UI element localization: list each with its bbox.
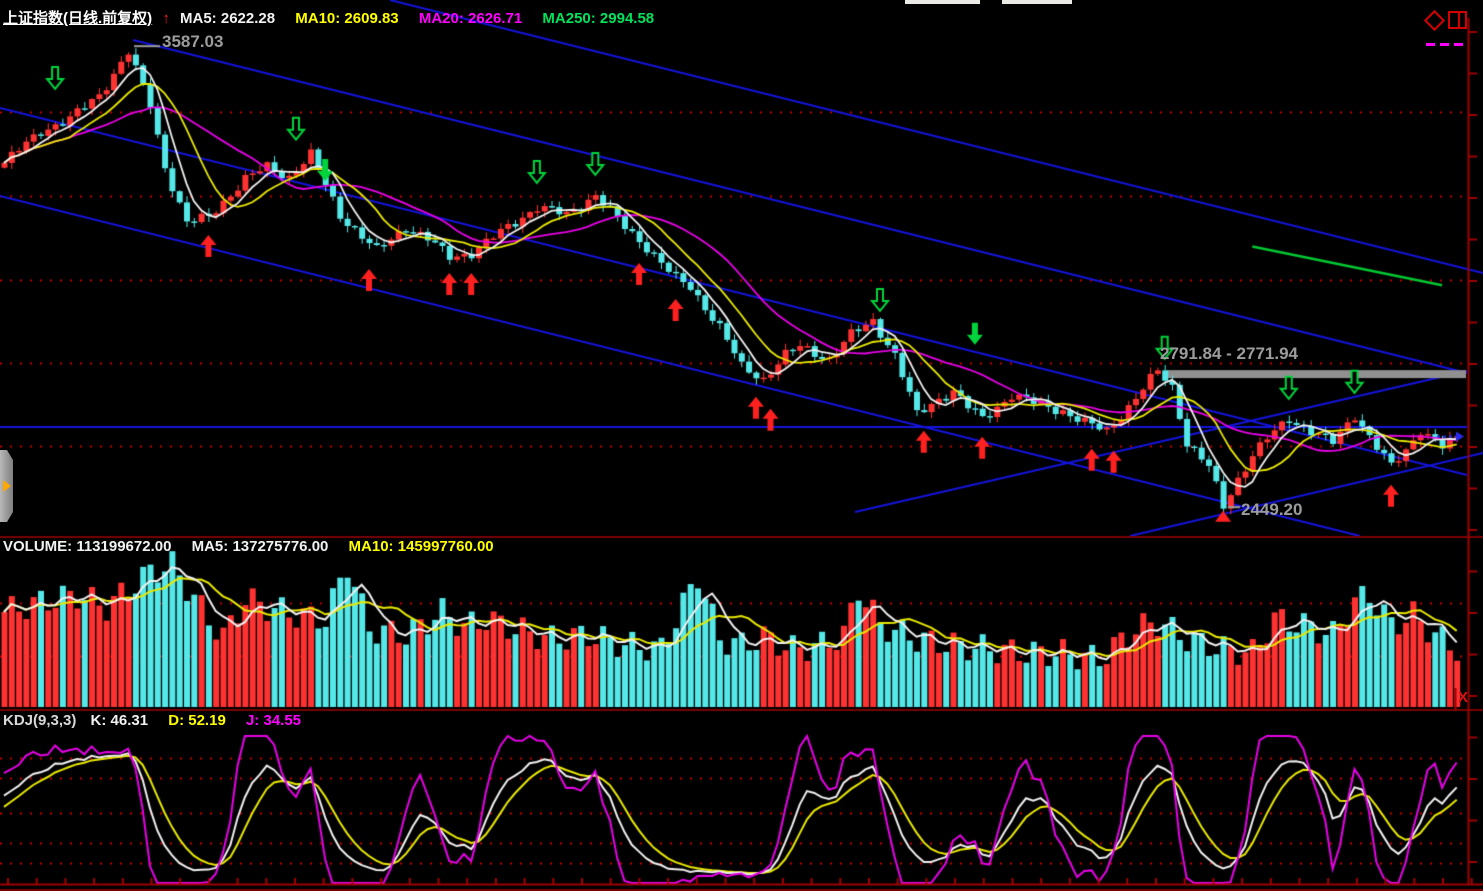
top-strip-tab — [905, 0, 980, 4]
peak-price-label: 3587.03 — [162, 32, 224, 51]
ma250-value: MA250: 2994.58 — [542, 10, 655, 27]
top-strip-tab — [1002, 0, 1072, 4]
ma20-value: MA20: 2626.71 — [418, 10, 523, 27]
volume-value: VOLUME: 113199672.00 — [3, 538, 172, 555]
ma10-value: MA10: 2609.83 — [295, 10, 399, 27]
right-arrow-icon — [3, 480, 11, 492]
ma5-value: MA5: 2622.28 — [180, 10, 276, 27]
low-price-label: 2449.20 — [1241, 500, 1303, 519]
resistance-range-label: 2791.84 - 2771.94 — [1160, 344, 1299, 363]
window-divider — [1458, 13, 1461, 27]
kdj-d-value: D: 52.19 — [168, 712, 226, 729]
window-layout-icon[interactable] — [1448, 11, 1467, 29]
volume-ma5-value: MA5: 137275776.00 — [191, 538, 329, 555]
kdj-j-value: J: 34.55 — [245, 712, 302, 729]
close-pane-button[interactable]: X — [1458, 689, 1469, 706]
kdj-pane-header: KDJ(9,3,3) K: 46.31 D: 52.19 J: 34.55 — [3, 712, 317, 729]
symbol-title[interactable]: 上证指数(日线.前复权) — [3, 10, 153, 27]
volume-ma10-value: MA10: 145997760.00 — [348, 538, 494, 555]
kdj-k-value: K: 46.31 — [90, 712, 149, 729]
kdj-indicator-name[interactable]: KDJ(9,3,3) — [3, 712, 77, 729]
main-chart-header: 上证指数(日线.前复权) ↑ MA5: 2622.28 MA10: 2609.8… — [3, 7, 670, 28]
trend-up-arrow-icon: ↑ — [162, 10, 170, 27]
menu-dashes-icon[interactable] — [1426, 33, 1468, 51]
panel-expand-tab[interactable] — [0, 450, 13, 522]
volume-pane-header: VOLUME: 113199672.00 MA5: 137275776.00 M… — [3, 538, 510, 555]
